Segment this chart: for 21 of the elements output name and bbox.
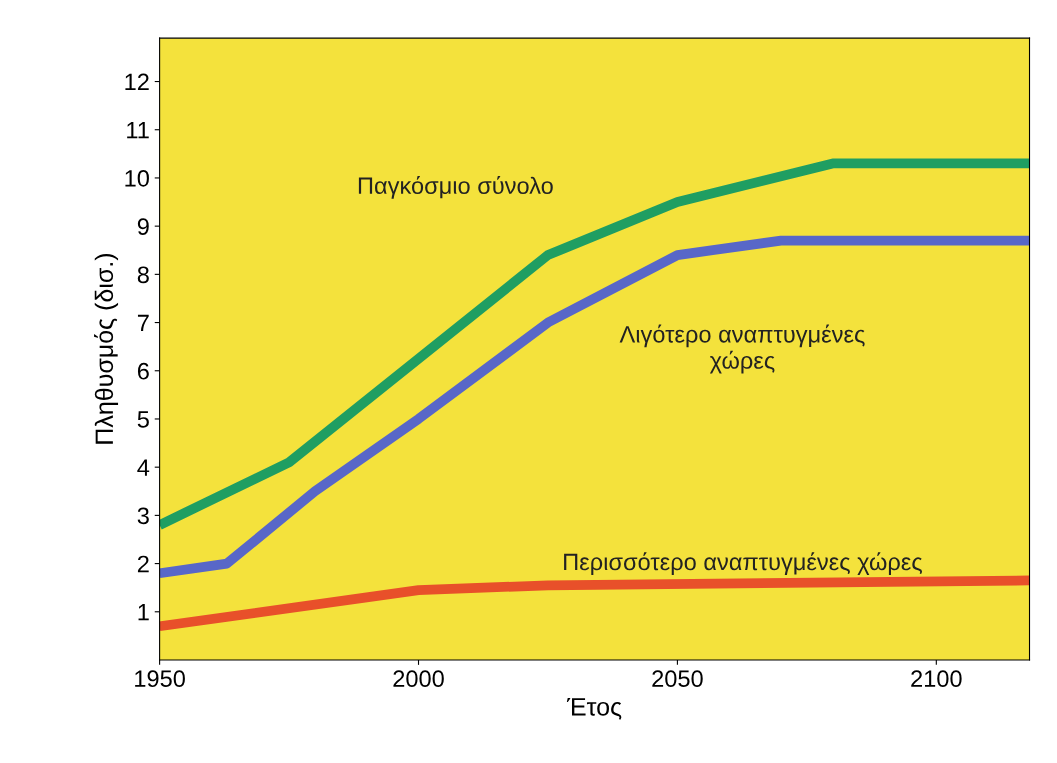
y-tick-label: 10 — [125, 170, 149, 187]
y-tick-label: 5 — [137, 411, 149, 428]
y-tick-label: 8 — [137, 266, 149, 284]
y-tick-label: 11 — [127, 122, 149, 139]
x-tick-label: 2050 — [652, 670, 703, 688]
y-tick-label: 9 — [137, 218, 149, 235]
y-tick-label: 6 — [137, 362, 149, 380]
y-tick-label: 1 — [138, 604, 149, 621]
x-tick-label: 2000 — [393, 670, 444, 688]
y-tick-label: 2 — [137, 555, 149, 573]
y-axis-title: Πληθυσμός (δισ.) — [94, 253, 119, 444]
x-tick-label: 2100 — [911, 670, 962, 688]
series-label: Περισσότερο αναπτυγμένες χώρες — [564, 552, 923, 575]
y-tick-label: 7 — [137, 314, 149, 332]
y-tick-label: 12 — [125, 73, 149, 91]
y-tick-label: 3 — [137, 507, 149, 525]
text: Παγκόσμιο σύνολο — [358, 176, 553, 199]
series-label: Λιγότερο αναπτυγμένες χώρες — [619, 324, 865, 374]
x-axis-title: Έτος — [566, 698, 622, 720]
y-tick-label: 4 — [137, 459, 150, 476]
x-tick-label: 1950 — [135, 670, 185, 688]
